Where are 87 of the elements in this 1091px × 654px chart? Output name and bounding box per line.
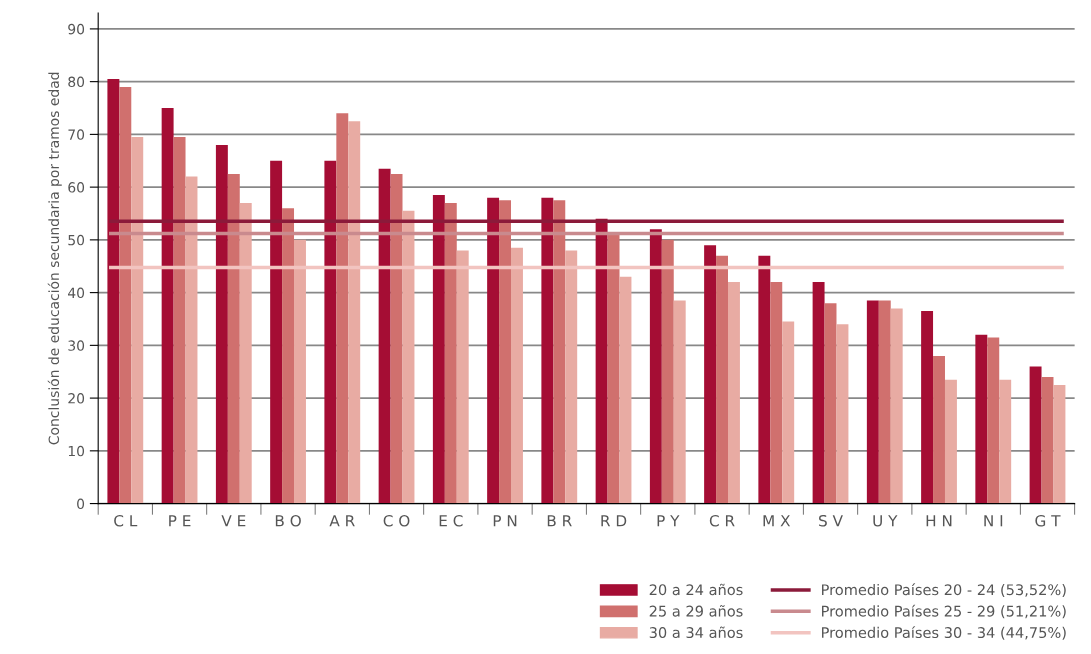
y-tick-label: 0 xyxy=(77,498,85,510)
bar xyxy=(324,160,337,504)
bar xyxy=(836,324,849,504)
bar xyxy=(294,239,306,504)
bar xyxy=(378,168,391,504)
x-tick-label: H N xyxy=(926,515,952,527)
bar xyxy=(119,86,132,504)
x-tick-label: U Y xyxy=(873,515,898,527)
x-tick-label: C R xyxy=(709,514,735,527)
x-tick-label: V E xyxy=(221,515,246,527)
bar xyxy=(336,113,349,504)
bar xyxy=(595,218,608,504)
bar xyxy=(1041,377,1054,504)
bar xyxy=(282,208,295,504)
legend-label: 20 a 24 años xyxy=(649,583,743,596)
bar xyxy=(824,303,837,504)
y-tick-label: 80 xyxy=(68,76,85,88)
bar xyxy=(878,300,891,504)
y-axis-title: Conclusión de educación secundaria por tramos edad xyxy=(47,72,62,445)
legend-label: Promedio Países 30 - 34 (44,75%) xyxy=(822,626,1066,640)
legend-label: 30 a 34 años xyxy=(649,626,743,639)
x-tick-label: C L xyxy=(114,514,138,527)
bar xyxy=(607,234,620,504)
y-tick-label: 10 xyxy=(68,445,85,457)
x-tick-label: M X xyxy=(763,515,791,527)
y-tick-label: 40 xyxy=(68,287,85,299)
x-tick-label: P Y xyxy=(657,515,680,527)
bar xyxy=(999,379,1012,504)
x-tick-label: B O xyxy=(275,514,301,527)
y-tick-label: 30 xyxy=(68,340,85,351)
bar xyxy=(390,173,403,504)
bar xyxy=(758,255,771,504)
bar xyxy=(348,121,361,504)
bar xyxy=(728,282,740,504)
y-tick-label: 20 xyxy=(68,393,85,404)
bar xyxy=(456,250,469,504)
bar xyxy=(511,247,523,504)
bar xyxy=(553,200,566,504)
x-tick-label: S V xyxy=(819,514,843,527)
bar xyxy=(944,379,957,504)
x-tick-label: R D xyxy=(601,515,627,527)
bar xyxy=(131,137,144,504)
bar xyxy=(487,197,500,504)
bar xyxy=(812,282,825,504)
bar xyxy=(933,355,945,504)
bar xyxy=(541,197,554,504)
bar xyxy=(432,195,445,504)
y-tick-label: 60 xyxy=(68,182,85,193)
x-tick-label: G T xyxy=(1035,514,1061,527)
x-tick-label: P N xyxy=(493,515,517,527)
bar xyxy=(565,250,578,504)
bar xyxy=(444,202,457,504)
bar xyxy=(107,79,120,504)
bar xyxy=(270,160,283,504)
legend-label: Promedio Países 20 - 24 (53,52%) xyxy=(822,583,1066,597)
x-tick-label: B R xyxy=(547,515,572,527)
x-tick-label: E C xyxy=(439,514,463,527)
y-tick-label: 50 xyxy=(68,234,85,246)
bar xyxy=(1029,366,1042,504)
bar xyxy=(161,108,174,504)
y-tick-label: 90 xyxy=(68,23,85,35)
x-tick-label: P E xyxy=(169,515,191,527)
bar xyxy=(649,229,662,504)
bar xyxy=(770,282,783,504)
bar xyxy=(619,276,632,504)
bar xyxy=(921,311,934,504)
legend-label: 25 a 29 años xyxy=(649,605,743,617)
x-tick-label: A R xyxy=(329,515,355,527)
bar xyxy=(673,300,686,504)
bar xyxy=(499,200,512,504)
bar xyxy=(716,255,728,504)
bar xyxy=(173,137,186,504)
bar xyxy=(227,173,240,504)
bar xyxy=(239,202,252,504)
bar xyxy=(890,308,903,504)
x-tick-label: N I xyxy=(984,515,1003,527)
x-tick-label: C O xyxy=(383,514,410,527)
y-tick-label: 70 xyxy=(68,129,85,140)
bar xyxy=(661,239,674,504)
bar xyxy=(215,144,228,504)
legend-label: Promedio Países 25 - 29 (51,21%) xyxy=(822,604,1066,619)
bar xyxy=(975,334,988,504)
bar xyxy=(704,245,717,504)
bar xyxy=(866,300,879,504)
bar xyxy=(1053,384,1066,504)
bar xyxy=(782,321,795,504)
bar xyxy=(987,337,1000,504)
